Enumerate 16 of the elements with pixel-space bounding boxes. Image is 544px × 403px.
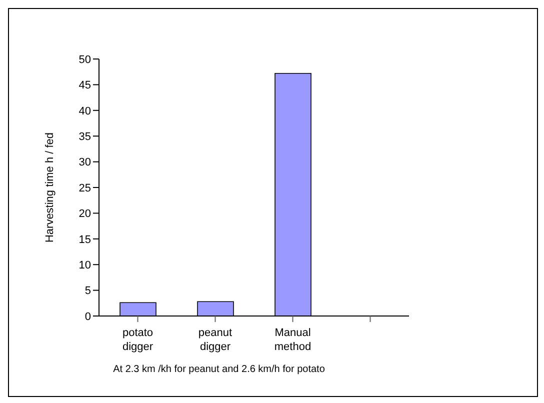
x-tick-label: potato digger — [122, 327, 154, 353]
y-tick-label: 40 — [78, 105, 91, 118]
y-tick-label: 15 — [78, 234, 91, 246]
y-tick-label: 45 — [78, 80, 91, 92]
y-tick-label: 0 — [84, 310, 91, 323]
y-axis-title: Harvesting time h / fed — [44, 132, 56, 243]
y-tick-label: 5 — [84, 285, 91, 298]
y-tick-label: 10 — [78, 260, 91, 272]
x-tick-label: Manual method — [274, 327, 312, 353]
y-tick-label: 35 — [78, 131, 91, 144]
y-tick-label: 25 — [78, 182, 91, 194]
x-tick-label: peanut digger — [198, 327, 232, 353]
y-tick-label: 30 — [78, 156, 91, 169]
text: At 2.3 km /kh for peanut and 2.6 km/h for potato — [112, 364, 326, 375]
y-tick-label: 20 — [78, 208, 91, 220]
y-tick-label: 50 — [78, 54, 91, 66]
